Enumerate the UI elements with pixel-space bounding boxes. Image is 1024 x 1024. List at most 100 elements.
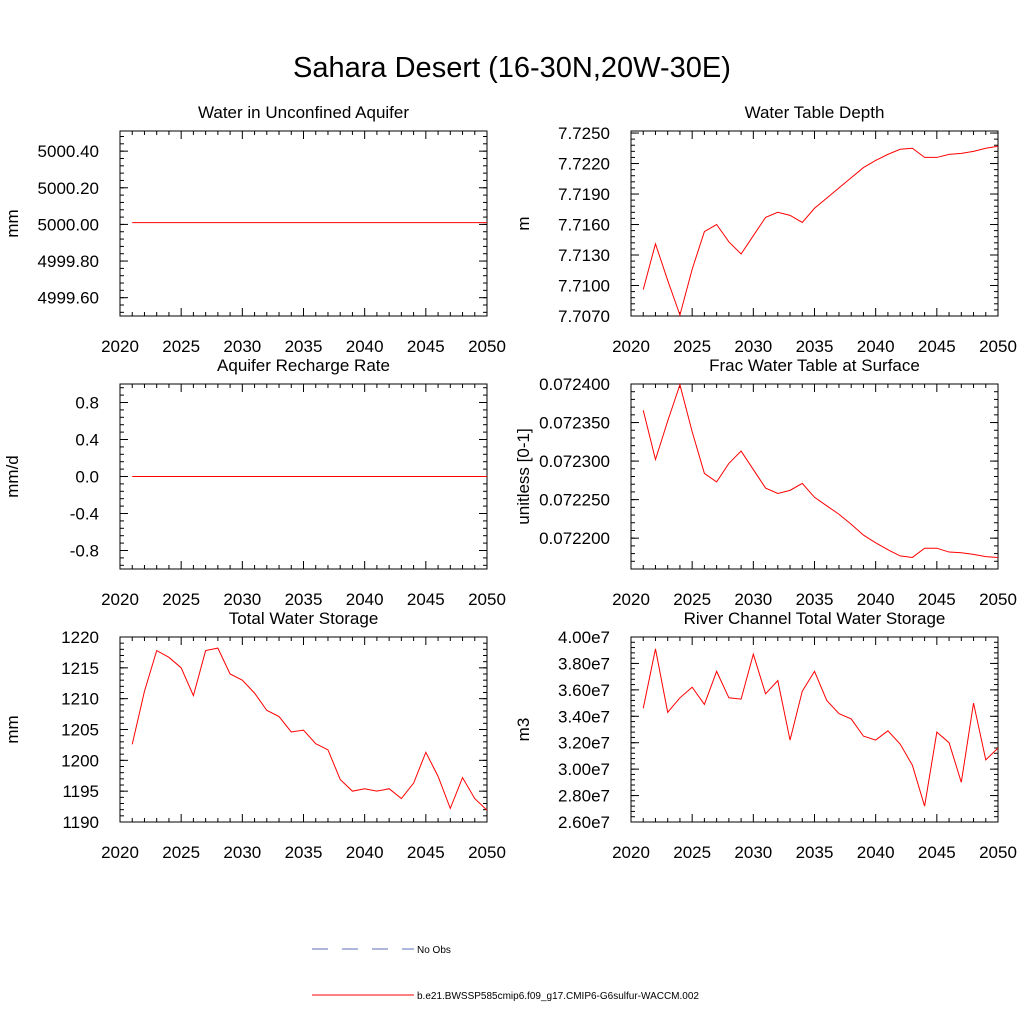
x-tick-label: 2035 xyxy=(796,590,834,609)
panel-6: River Channel Total Water Storage m3 2020 2… xyxy=(514,609,1017,862)
plot-frame xyxy=(119,130,488,317)
x-tick-label: 2025 xyxy=(162,590,200,609)
y-tick-label: 5000.20 xyxy=(38,179,99,198)
x-tick-label: 2040 xyxy=(857,590,895,609)
y-tick-label: 0.0 xyxy=(75,468,99,487)
x-tick-label: 2045 xyxy=(407,843,445,862)
x-tick-label: 2050 xyxy=(468,590,506,609)
panel-5: Total Water Storage mm 2020 2025 2030 2035 204… xyxy=(3,609,506,862)
y-tick-label: 0.072200 xyxy=(539,529,610,548)
figure-title: Sahara Desert (16-30N,20W-30E) xyxy=(293,52,731,84)
y-axis-label: mm xyxy=(3,715,22,743)
x-tick-label: 2050 xyxy=(979,590,1017,609)
plot-frame xyxy=(119,636,488,823)
x-tick-label: 2020 xyxy=(612,590,650,609)
x-tick-label: 2040 xyxy=(346,337,384,356)
y-tick-label: 1195 xyxy=(62,782,99,801)
panel-4: Frac Water Table at Surface unitless [0-1… xyxy=(514,356,1017,609)
panel-2: Water Table Depth m 2020 2025 2030 2035 2040 20… xyxy=(514,103,1017,356)
x-tick-label: 2020 xyxy=(612,843,650,862)
y-tick-label: 4999.60 xyxy=(38,289,99,308)
panel-title: Water in Unconfined Aquifer xyxy=(198,103,409,122)
x-tick-label: 2020 xyxy=(612,337,650,356)
panel-title: River Channel Total Water Storage xyxy=(684,609,946,628)
y-tick-label: 5000.40 xyxy=(38,142,99,161)
y-tick-label: 2.80e7 xyxy=(558,787,610,806)
y-tick-label: 0.072300 xyxy=(539,452,610,471)
x-tick-label: 2030 xyxy=(734,337,772,356)
panel-3: Aquifer Recharge Rate mm/d 2020 2025 2030 203… xyxy=(3,356,506,609)
y-axis-label: mm/d xyxy=(3,455,22,498)
x-tick-label: 2050 xyxy=(979,337,1017,356)
x-tick-label: 2025 xyxy=(673,337,711,356)
x-tick-label: 2030 xyxy=(734,843,772,862)
y-tick-label: 3.40e7 xyxy=(558,707,610,726)
x-tick-label: 2025 xyxy=(162,843,200,862)
y-tick-label: 7.7070 xyxy=(558,307,610,326)
x-tick-label: 2035 xyxy=(796,337,834,356)
plot-frame xyxy=(630,383,999,570)
y-tick-label: 7.7100 xyxy=(558,277,610,296)
y-tick-label: 3.60e7 xyxy=(558,681,610,700)
y-tick-label: 3.80e7 xyxy=(558,654,610,673)
series-line xyxy=(642,383,999,558)
y-tick-label: 0.072400 xyxy=(539,375,610,394)
y-axis-label: mm xyxy=(3,209,22,237)
x-tick-label: 2045 xyxy=(407,337,445,356)
y-axis-label: unitless [0-1] xyxy=(514,428,533,524)
x-tick-label: 2045 xyxy=(918,337,956,356)
x-tick-label: 2020 xyxy=(101,337,139,356)
panel-title: Aquifer Recharge Rate xyxy=(217,356,390,375)
panel-title: Water Table Depth xyxy=(745,103,885,122)
legend-obs-label: No Obs xyxy=(417,945,451,956)
x-tick-label: 2025 xyxy=(673,843,711,862)
x-tick-label: 2040 xyxy=(857,337,895,356)
y-tick-label: 7.7130 xyxy=(558,246,610,265)
x-tick-label: 2035 xyxy=(285,843,323,862)
x-tick-label: 2025 xyxy=(162,337,200,356)
x-tick-label: 2030 xyxy=(223,590,261,609)
y-tick-label: 1210 xyxy=(61,690,99,709)
x-tick-label: 2035 xyxy=(285,590,323,609)
x-tick-label: 2040 xyxy=(346,590,384,609)
y-axis-label: m xyxy=(514,216,533,230)
y-tick-label: 0.072350 xyxy=(539,414,610,433)
x-tick-label: 2040 xyxy=(346,843,384,862)
y-tick-label: 1200 xyxy=(61,751,99,770)
x-tick-label: 2050 xyxy=(468,337,506,356)
y-axis-label: m3 xyxy=(514,718,533,742)
y-tick-label: 5000.00 xyxy=(38,215,99,234)
x-tick-label: 2020 xyxy=(101,590,139,609)
y-tick-label: 7.7160 xyxy=(558,216,610,235)
series-line xyxy=(642,145,999,317)
y-tick-label: 1190 xyxy=(62,813,99,832)
y-tick-label: 0.4 xyxy=(75,431,99,450)
x-tick-label: 2040 xyxy=(857,843,895,862)
y-tick-label: 1220 xyxy=(61,628,99,647)
y-tick-label: 0.072250 xyxy=(539,491,610,510)
x-tick-label: 2035 xyxy=(285,337,323,356)
x-tick-label: 2020 xyxy=(101,843,139,862)
x-tick-label: 2045 xyxy=(918,590,956,609)
series-line xyxy=(131,647,488,811)
y-tick-label: 0.8 xyxy=(75,394,99,413)
y-tick-label: 4999.80 xyxy=(38,252,99,271)
x-tick-label: 2050 xyxy=(468,843,506,862)
y-tick-label: 4.00e7 xyxy=(558,628,610,647)
y-tick-label: 7.7250 xyxy=(558,124,610,143)
series-line xyxy=(642,648,999,807)
x-tick-label: 2045 xyxy=(918,843,956,862)
x-tick-label: 2025 xyxy=(673,590,711,609)
legend: No Obs b.e21.BWSSP585cmip6.f09_g17.CMIP6… xyxy=(312,945,699,1002)
y-tick-label: 7.7220 xyxy=(558,155,610,174)
y-tick-label: -0.4 xyxy=(70,505,99,524)
plot-frame xyxy=(630,636,999,823)
x-tick-label: 2030 xyxy=(223,337,261,356)
x-tick-label: 2035 xyxy=(796,843,834,862)
legend-model-label: b.e21.BWSSP585cmip6.f09_g17.CMIP6-G6sulf… xyxy=(417,991,699,1002)
plot-frame xyxy=(630,130,999,317)
panel-title: Frac Water Table at Surface xyxy=(709,356,920,375)
x-tick-label: 2030 xyxy=(223,843,261,862)
y-tick-label: 3.20e7 xyxy=(558,734,610,753)
